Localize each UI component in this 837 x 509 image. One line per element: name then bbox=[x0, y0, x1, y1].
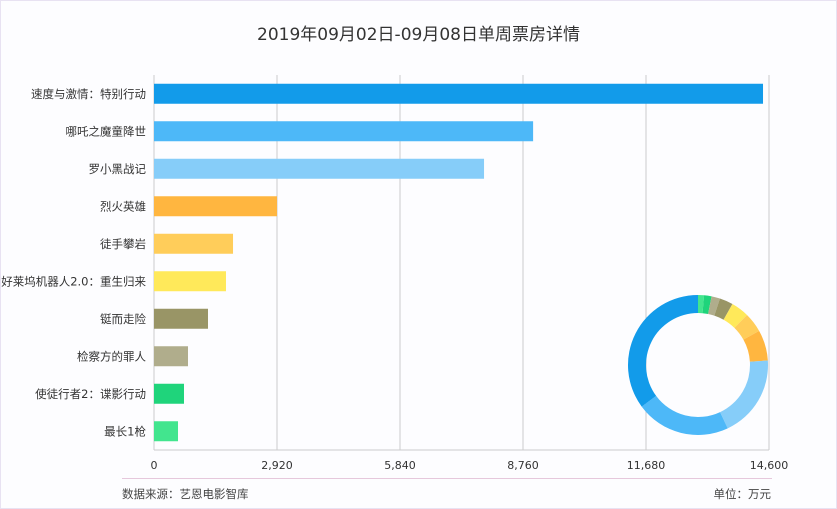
bar[interactable] bbox=[154, 346, 188, 367]
donut-slice[interactable] bbox=[723, 304, 747, 328]
bar[interactable] bbox=[154, 121, 534, 142]
y-category-label: 速度与激情：特别行动 bbox=[31, 87, 146, 101]
y-category-label: 徒手攀岩 bbox=[100, 237, 146, 251]
x-tick-label: 5,840 bbox=[384, 459, 416, 472]
bar[interactable] bbox=[154, 83, 764, 104]
y-category-label: 罗小黑战记 bbox=[89, 162, 147, 176]
bar[interactable] bbox=[154, 421, 179, 442]
bar[interactable] bbox=[154, 271, 226, 292]
unit-label: 单位：万元 bbox=[713, 487, 772, 501]
donut-slice[interactable] bbox=[698, 295, 705, 314]
y-category-label: 使徒行者2：谍影行动 bbox=[35, 387, 146, 401]
x-tick-label: 11,680 bbox=[627, 459, 666, 472]
bar[interactable] bbox=[154, 383, 184, 404]
donut-slice[interactable] bbox=[708, 296, 720, 316]
chart-title: 2019年09月02日-09月08日单周票房详情 bbox=[257, 25, 580, 45]
y-category-label: 检察方的罪人 bbox=[77, 349, 146, 363]
bar[interactable] bbox=[154, 233, 234, 254]
y-category-label: 最长1枪 bbox=[104, 424, 146, 438]
y-category-label: 烈火英雄 bbox=[100, 199, 146, 213]
donut-slice[interactable] bbox=[714, 298, 733, 320]
footer-divider bbox=[122, 478, 772, 479]
donut-slice[interactable] bbox=[641, 395, 728, 435]
x-tick-label: 8,760 bbox=[507, 459, 539, 472]
donut-slice[interactable] bbox=[734, 315, 760, 340]
donut-slice[interactable] bbox=[627, 295, 698, 407]
x-tick-label: 2,920 bbox=[261, 459, 293, 472]
donut-slice[interactable] bbox=[702, 295, 712, 314]
bar[interactable] bbox=[154, 196, 277, 217]
x-tick-label: 14,600 bbox=[750, 459, 789, 472]
donut-slice[interactable] bbox=[743, 330, 768, 362]
y-category-label: 好莱坞机器人2.0：重生归来 bbox=[1, 274, 146, 288]
data-source: 数据来源：艺恩电影智库 bbox=[122, 487, 249, 501]
bar[interactable] bbox=[154, 158, 485, 179]
bar[interactable] bbox=[154, 308, 209, 329]
donut-slice[interactable] bbox=[720, 360, 768, 429]
y-category-label: 铤而走险 bbox=[100, 312, 146, 326]
y-category-label: 哪吒之魔童降世 bbox=[66, 124, 147, 138]
x-tick-label: 0 bbox=[151, 459, 158, 472]
